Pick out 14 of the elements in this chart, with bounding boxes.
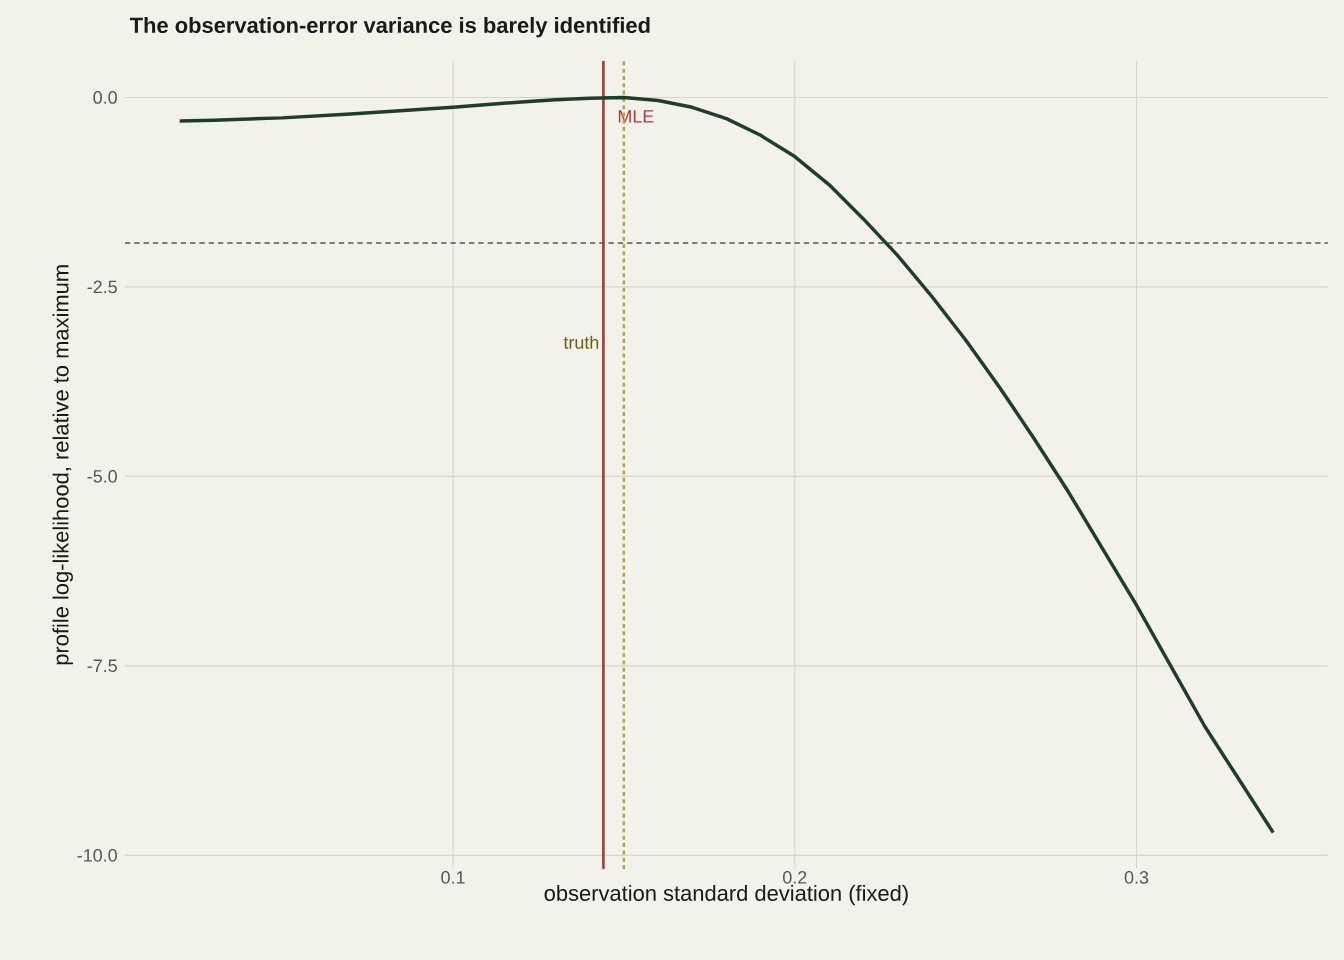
x-tick-label: 0.3: [1124, 871, 1149, 884]
y-tick-label: -5.0: [87, 470, 117, 483]
ref-line-label: MLE: [618, 110, 654, 123]
y-axis-title: profile log-likelihood, relative to maximum: [52, 265, 73, 665]
y-tick-label: -2.5: [87, 280, 117, 294]
y-tick-label: -7.5: [87, 659, 117, 673]
x-tick-label: 0.2: [783, 871, 807, 884]
y-tick-label: -10.0: [77, 849, 117, 862]
y-tick-label: 0.0: [93, 91, 117, 104]
ref-line-label: truth: [563, 335, 599, 349]
chart-title: The observation-error variance is barely identified: [129, 16, 650, 38]
line-series: [177, 95, 1275, 835]
x-tick-label: 0.1: [441, 871, 465, 884]
x-axis-title: observation standard deviation (fixed): [544, 884, 908, 906]
